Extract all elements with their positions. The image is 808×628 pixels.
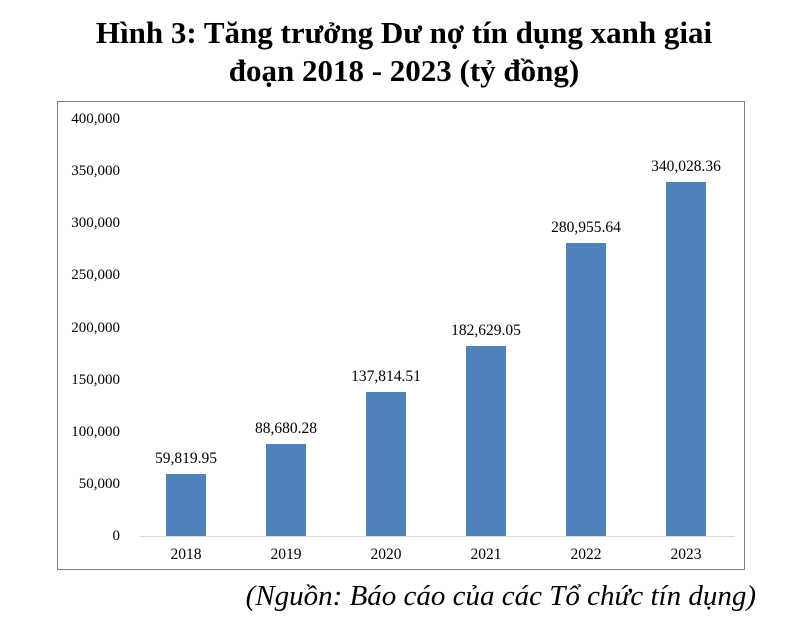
data-label: 340,028.36 xyxy=(651,157,721,175)
x-tick-label: 2022 xyxy=(570,546,602,563)
x-tick-label: 2018 xyxy=(170,546,202,563)
source-note: (Nguồn: Báo cáo của các Tổ chức tín dụng… xyxy=(245,580,756,612)
data-label: 182,629.05 xyxy=(451,321,521,339)
x-tick-label: 2019 xyxy=(270,546,302,563)
x-tick-label: 2021 xyxy=(470,546,502,563)
bar-2020 xyxy=(366,392,406,536)
data-label: 280,955.64 xyxy=(551,219,621,237)
y-tick-label: 250,000 xyxy=(71,267,120,284)
y-tick-label: 0 xyxy=(112,528,121,544)
y-tick-label: 100,000 xyxy=(71,423,120,440)
chart-title-line-2: đoạn 2018 - 2023 (tỷ đồng) xyxy=(228,53,580,88)
y-tick-label: 50,000 xyxy=(78,475,120,492)
y-tick-label: 150,000 xyxy=(71,371,120,388)
y-tick-label: 200,000 xyxy=(71,319,120,336)
x-axis-line xyxy=(140,536,735,537)
bar-2021 xyxy=(466,345,506,536)
x-tick-label: 2023 xyxy=(670,546,702,563)
chart-title: Hình 3: Tăng trưởng Dư nợ tín dụng xanh … xyxy=(0,14,808,90)
bar-2018 xyxy=(166,473,206,536)
data-label: 59,819.95 xyxy=(155,449,217,467)
y-tick-label: 400,000 xyxy=(71,111,120,127)
x-tick-label: 2020 xyxy=(370,546,402,563)
data-label: 137,814.51 xyxy=(351,368,421,386)
chart-title-line-1: Hình 3: Tăng trưởng Dư nợ tín dụng xanh … xyxy=(95,15,713,50)
bar-2019 xyxy=(266,443,306,536)
bar-2022 xyxy=(566,243,606,536)
y-tick-label: 300,000 xyxy=(71,215,120,232)
chart-frame: 0 50,000 100,000 150,000 200,000 250,000 300,0… xyxy=(57,101,745,570)
bar-2023 xyxy=(666,181,706,536)
data-label: 88,680.28 xyxy=(255,419,317,437)
y-tick-label: 350,000 xyxy=(71,163,120,180)
